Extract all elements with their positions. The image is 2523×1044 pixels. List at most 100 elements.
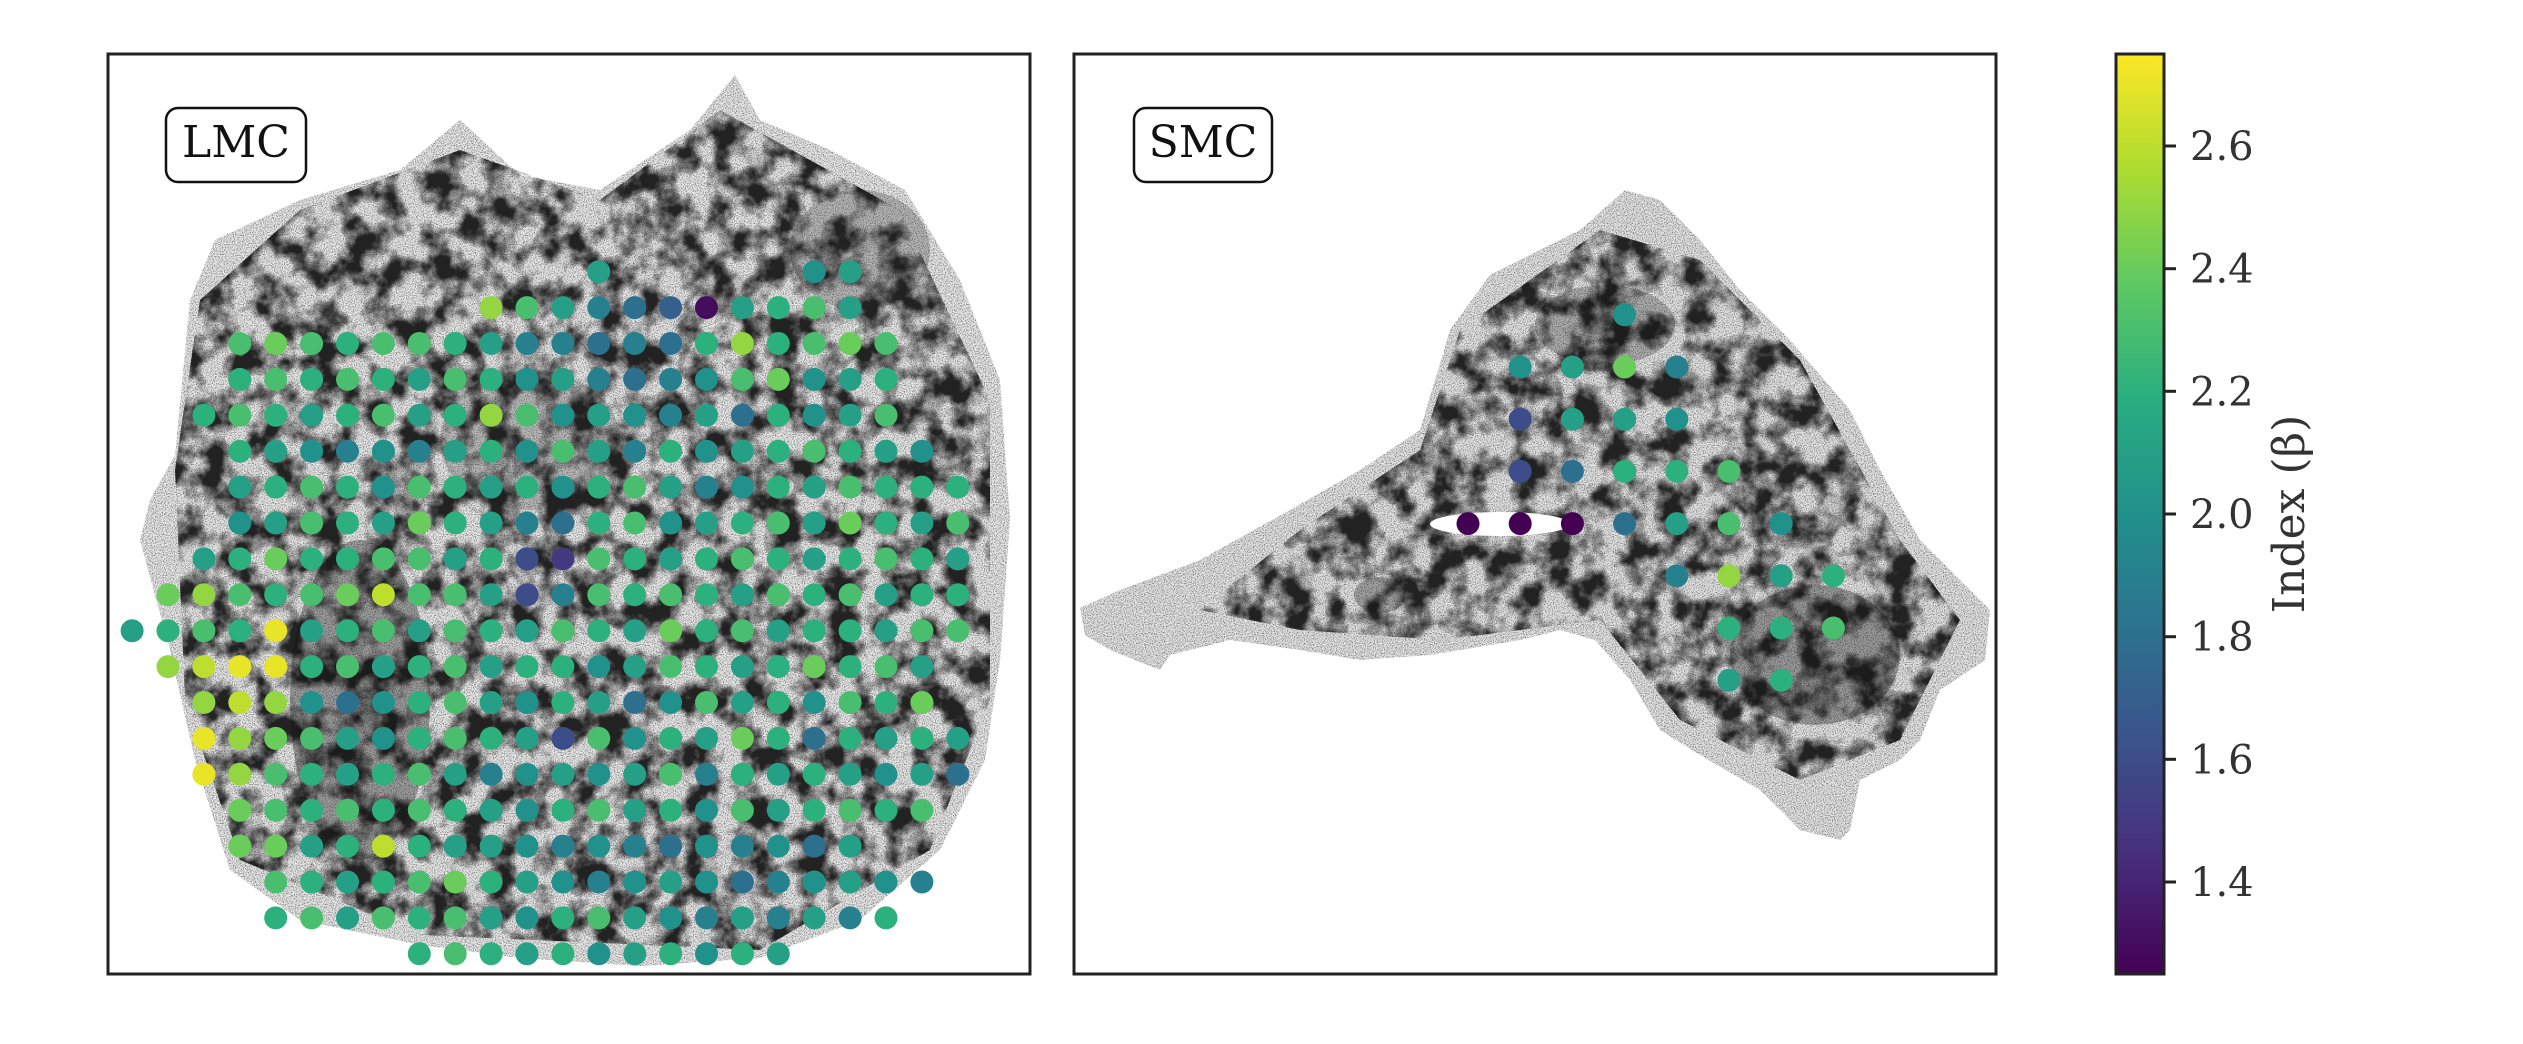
lmc-data-point [910,475,934,499]
lmc-data-point [551,726,575,750]
colorbar-gradient [2114,52,2166,976]
lmc-data-point [730,798,754,822]
lmc-data-point [479,834,503,858]
smc-data-point [1665,459,1689,483]
lmc-data-point [228,511,252,535]
lmc-data-point [802,655,826,679]
lmc-data-point [910,655,934,679]
lmc-data-point [264,906,288,930]
lmc-data-point [192,583,216,607]
lmc-data-point [766,762,790,786]
lmc-data-point [551,798,575,822]
lmc-data-point [300,619,324,643]
lmc-data-point [946,547,970,571]
lmc-data-point [407,834,431,858]
lmc-data-point [515,726,539,750]
lmc-data-point [300,655,324,679]
smc-data-point [1560,459,1584,483]
smc-data-point [1769,616,1793,640]
lmc-data-point [371,475,395,499]
lmc-data-point [300,834,324,858]
colorbar: 1.4 1.6 1.8 2.0 2.2 2.4 2.6 Index (β) [2114,52,2315,976]
lmc-data-point [443,511,467,535]
colorbar-tick-label: 1.4 [2190,860,2254,906]
lmc-data-point [192,547,216,571]
lmc-data-point [838,367,862,391]
lmc-data-point [515,439,539,463]
lmc-data-point [587,332,611,355]
lmc-data-point [623,475,647,499]
lmc-data-point [407,439,431,463]
lmc-data-point [623,691,647,714]
lmc-data-point [264,726,288,750]
lmc-data-point [587,511,611,535]
lmc-data-point [300,798,324,822]
lmc-data-point [336,906,359,930]
lmc-data-point [802,475,826,499]
lmc-data-point [659,655,683,679]
lmc-data-point [264,475,288,499]
lmc-data-point [443,870,467,894]
lmc-data-point [659,870,683,894]
lmc-data-point [228,439,252,463]
lmc-data-point [228,475,252,499]
lmc-data-point [371,762,395,786]
smc-data-point [1769,668,1793,692]
smc-data-point [1613,303,1637,327]
lmc-data-point [407,403,431,427]
lmc-data-point [551,475,575,499]
lmc-data-point [874,726,898,750]
lmc-data-point [407,367,431,391]
lmc-data-point [730,691,754,714]
lmc-data-point [336,367,359,391]
smc-data-point [1717,459,1741,483]
smc-data-point [1613,355,1637,379]
lmc-data-point [623,834,647,858]
lmc-data-point [802,332,826,355]
lmc-data-point [443,367,467,391]
lmc-data-points [120,260,970,966]
lmc-data-point [695,619,718,643]
lmc-data-point [802,762,826,786]
lmc-data-point [515,655,539,679]
lmc-data-point [838,906,862,930]
lmc-data-point [766,619,790,643]
lmc-data-point [874,655,898,679]
lmc-data-point [659,511,683,535]
lmc-data-point [587,475,611,499]
lmc-data-point [695,762,718,786]
lmc-data-point [443,906,467,930]
lmc-data-point [874,691,898,714]
smc-data-point [1508,512,1532,536]
lmc-data-point [228,547,252,571]
lmc-data-point [371,547,395,571]
lmc-data-point [695,475,718,499]
lmc-data-point [264,870,288,894]
lmc-data-point [766,403,790,427]
lmc-data-point [551,906,575,930]
lmc-data-point [371,834,395,858]
lmc-data-point [264,691,288,714]
lmc-data-point [766,834,790,858]
lmc-data-point [910,511,934,535]
lmc-data-point [695,691,718,714]
lmc-data-point [659,726,683,750]
lmc-data-point [443,619,467,643]
lmc-data-point [120,619,144,643]
smc-data-point [1508,407,1532,431]
lmc-data-point [802,870,826,894]
lmc-data-point [730,726,754,750]
lmc-data-point [730,296,754,320]
smc-data-point [1508,459,1532,483]
lmc-data-point [695,834,718,858]
smc-data-points [1456,303,1845,692]
lmc-data-point [838,332,862,355]
smc-panel-label: SMC [1132,106,1274,184]
lmc-data-point [479,296,503,320]
smc-data-point [1560,355,1584,379]
lmc-data-point [838,870,862,894]
lmc-panel: LMC [106,52,1032,976]
lmc-data-point [192,619,216,643]
lmc-data-point [336,547,359,571]
lmc-data-point [802,547,826,571]
